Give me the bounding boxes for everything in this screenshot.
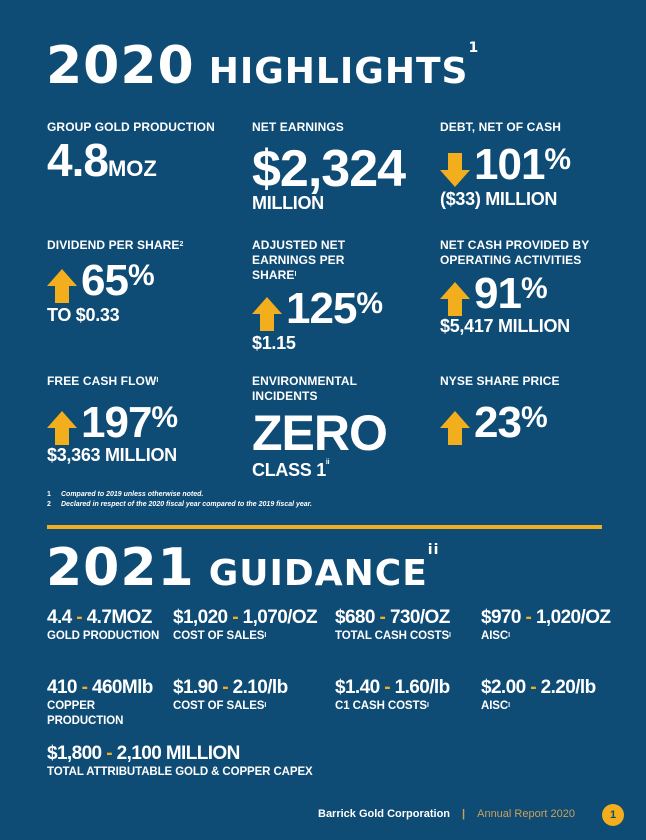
footer-separator: | [462,808,466,820]
guidance-value: $2.00 - 2.20/lb [481,677,596,698]
highlight-value: 197% [47,401,237,445]
guidance-heading: 2021 GUIDANCEii [46,538,439,598]
footnote: 2 Declared in respect of the 2020 fiscal … [47,501,312,508]
guidance-total-cash-costs: $680 - 730/OZ TOTAL CASH COSTSi [335,607,451,644]
guidance-value: $1.40 - 1.60/lb [335,677,450,698]
highlight-label: GROUP GOLD PRODUCTION [47,120,215,134]
highlight-sub: MILLION [252,193,324,213]
up-arrow-icon [47,411,77,445]
up-arrow-icon [440,282,470,316]
value-percent: % [520,272,548,305]
value-percent: % [151,401,179,434]
highlight-sub: $5,417 MILLION [440,316,570,336]
highlight-adjusted-eps: ADJUSTED NET EARNINGS PER SHAREi 125% $1… [252,238,422,354]
guidance-value: $1,020 - 1,070/OZ [173,607,318,628]
highlights-title-sup: 1 [468,40,480,56]
footer-company: Barrick Gold Corporation [318,808,451,820]
value-number: 125 [286,284,357,333]
value-percent: % [127,259,155,292]
value-number: 101 [474,140,545,189]
highlight-value: 125% [252,287,422,331]
highlight-label: ENVIRONMENTAL INCIDENTS [252,374,357,403]
guidance-copper-cost-of-sales: $1.90 - 2.10/lb COST OF SALESi [173,677,288,714]
highlight-value: ZERO [252,405,388,461]
highlight-label: NET EARNINGS [252,120,344,134]
highlight-value: 101% [440,143,620,187]
highlight-dividend: DIVIDEND PER SHARE2 65% TO $0.33 [47,238,227,326]
highlight-value: 65% [47,259,227,303]
highlight-label: DEBT, NET OF CASH [440,120,562,134]
guidance-label: TOTAL CASH COSTSi [335,630,451,642]
footer: Barrick Gold Corporation | Annual Report 2… [318,808,575,820]
highlight-free-cash-flow: FREE CASH FLOWi 197% $3,363 MILLION [47,374,237,466]
value-number: 65 [81,256,129,305]
footnotes: 1 Compared to 2019 unless otherwise noted… [47,490,312,510]
page-number-badge: 1 [602,804,624,826]
guidance-gold-production: 4.4 - 4.7MOZ GOLD PRODUCTION [47,607,159,644]
highlight-sub: TO $0.33 [47,305,120,325]
guidance-label: COPPER PRODUCTION [47,700,124,727]
guidance-label: COST OF SALESi [173,700,267,712]
highlight-label: NET CASH PROVIDED BY OPERATING ACTIVITIE… [440,238,590,267]
highlight-label: FREE CASH FLOWi [47,374,159,388]
highlight-value: 23% [440,401,620,445]
value-number: 197 [81,398,152,447]
guidance-title: GUIDANCE [208,553,428,594]
guidance-copper-aisc: $2.00 - 2.20/lb AISCi [481,677,596,714]
guidance-label: GOLD PRODUCTION [47,630,160,642]
highlight-sub: CLASS 1ii [252,459,330,480]
highlight-debt: DEBT, NET OF CASH 101% ($33) MILLION [440,120,620,210]
guidance-value: $680 - 730/OZ [335,607,450,628]
highlight-value: $2,324 [252,140,406,198]
guidance-gold-aisc: $970 - 1,020/OZ AISCi [481,607,611,644]
guidance-value: $1.90 - 2.10/lb [173,677,288,698]
guidance-value: 4.4 - 4.7MOZ [47,607,152,628]
value-unit: MOZ [107,156,157,181]
highlights-year: 2020 [46,36,195,96]
guidance-value: $1,800 - 2,100 MILLION [47,743,240,764]
guidance-copper-production: 410 - 460Mlb COPPER PRODUCTION [47,677,153,729]
highlight-value: 4.8MOZ [47,137,217,183]
up-arrow-icon [47,269,77,303]
highlight-environmental: ENVIRONMENTAL INCIDENTS ZERO CLASS 1ii [252,374,422,481]
down-arrow-icon [440,153,470,187]
guidance-c1-cash-costs: $1.40 - 1.60/lb C1 CASH COSTSi [335,677,450,714]
highlight-sub: ($33) MILLION [440,189,558,209]
highlights-title: HIGHLIGHTS [208,51,469,92]
guidance-value: $970 - 1,020/OZ [481,607,611,628]
guidance-label: TOTAL ATTRIBUTABLE GOLD & COPPER CAPEX [47,766,313,778]
guidance-year: 2021 [46,538,195,598]
value-number: 4.8 [47,134,109,186]
guidance-capex: $1,800 - 2,100 MILLION TOTAL ATTRIBUTABL… [47,743,313,780]
highlights-heading: 2020 HIGHLIGHTS1 [46,36,479,96]
value-number: 23 [474,398,522,447]
guidance-value: 410 - 460Mlb [47,677,153,698]
highlight-label: DIVIDEND PER SHARE2 [47,238,184,252]
footer-report: Annual Report 2020 [477,808,575,820]
guidance-label: COST OF SALESi [173,630,267,642]
highlight-label: ADJUSTED NET EARNINGS PER SHAREi [252,238,346,282]
highlight-sub: $1.15 [252,333,296,353]
guidance-gold-cost-of-sales: $1,020 - 1,070/OZ COST OF SALESi [173,607,318,644]
guidance-label: AISCi [481,700,510,712]
value-percent: % [520,401,548,434]
up-arrow-icon [252,297,282,331]
highlight-gold-production: GROUP GOLD PRODUCTION 4.8MOZ [47,120,217,183]
value-number: 91 [474,269,522,318]
highlight-value: 91% [440,272,620,316]
guidance-title-sup: ii [427,542,440,558]
up-arrow-icon [440,411,470,445]
highlight-label: NYSE SHARE PRICE [440,374,560,388]
highlight-net-earnings: NET EARNINGS $2,324 MILLION [252,120,422,214]
value-percent: % [356,287,384,320]
highlight-net-cash: NET CASH PROVIDED BY OPERATING ACTIVITIE… [440,238,620,337]
guidance-label: AISCi [481,630,510,642]
highlight-sub: $3,363 MILLION [47,445,177,465]
section-divider [47,525,602,529]
value-percent: % [544,143,572,176]
footnote: 1 Compared to 2019 unless otherwise noted… [47,491,204,498]
highlight-nyse-price: NYSE SHARE PRICE 23% [440,374,620,445]
guidance-label: C1 CASH COSTSi [335,700,429,712]
